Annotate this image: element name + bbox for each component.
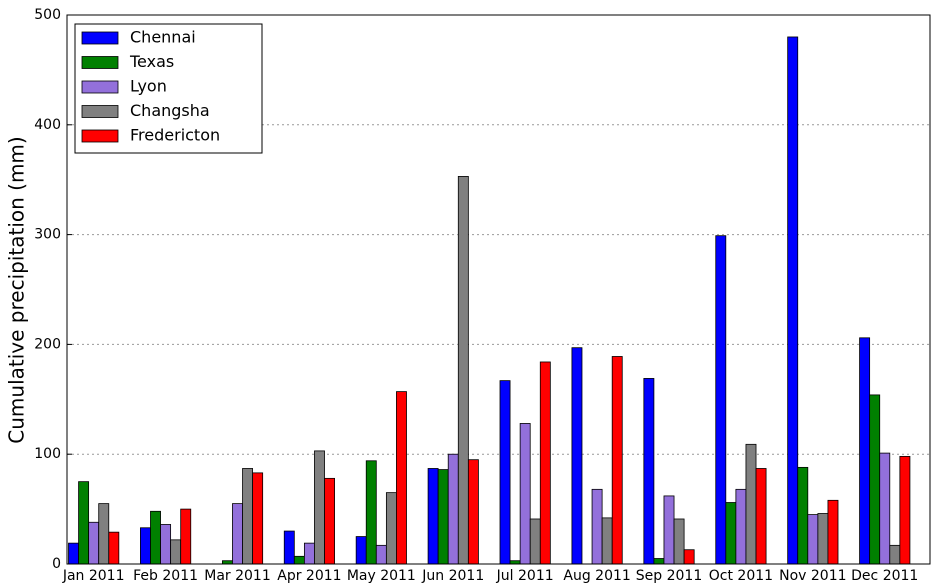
y-tick-label: 100 [34, 446, 61, 462]
bar [807, 514, 819, 564]
y-axis-label: Cumulative precipitation (mm) [5, 136, 29, 443]
bar [663, 495, 675, 564]
bar [283, 530, 295, 564]
legend-label: Fredericton [130, 126, 220, 145]
x-tick-label: Aug 2011 [563, 568, 630, 583]
bar [529, 518, 541, 564]
x-tick-label: Mar 2011 [204, 568, 271, 583]
bar [601, 517, 613, 564]
bar [108, 531, 120, 564]
x-tick-label: Dec 2011 [851, 568, 918, 583]
y-tick-label: 400 [34, 117, 61, 133]
y-tick-label: 0 [52, 556, 61, 572]
x-tick-label: Feb 2011 [133, 568, 198, 583]
bar [643, 378, 655, 564]
bar [869, 394, 881, 564]
plot-frame [66, 14, 931, 565]
bar [293, 555, 305, 564]
bar [160, 524, 172, 564]
bar [457, 176, 469, 564]
bar [170, 539, 182, 564]
x-tick-label: Nov 2011 [779, 568, 846, 583]
bar [817, 513, 829, 564]
bar [499, 380, 511, 564]
legend-label: Lyon [130, 77, 167, 96]
bar [98, 503, 110, 564]
bar [78, 481, 90, 564]
bar [437, 469, 449, 564]
legend-label: Texas [129, 52, 174, 71]
bar [715, 235, 727, 564]
bar [88, 521, 100, 564]
legend-swatch [81, 31, 119, 45]
bar [303, 542, 315, 564]
y-tick-label: 200 [34, 336, 61, 352]
bars [68, 36, 911, 564]
bar [447, 453, 459, 564]
bar [673, 518, 685, 564]
bar [324, 477, 335, 564]
bar [232, 503, 243, 564]
y-tick-label: 500 [34, 7, 61, 23]
bar [150, 510, 161, 564]
bar [385, 492, 397, 564]
bar [571, 347, 583, 564]
legend-swatch [81, 105, 119, 118]
bar [396, 391, 407, 564]
legend-swatch [81, 56, 119, 69]
bar [879, 452, 891, 564]
x-tick-label: Jun 2011 [421, 568, 484, 583]
bar [140, 527, 151, 564]
x-tick-label: May 2011 [347, 568, 416, 583]
bar [827, 499, 839, 564]
x-tick-label: Jan 2011 [62, 568, 125, 583]
bar [467, 459, 479, 564]
x-tick-label: Oct 2011 [709, 568, 773, 583]
bar [591, 488, 603, 564]
x-tick-label: Sep 2011 [636, 568, 702, 583]
bar [653, 558, 665, 564]
bar [252, 472, 264, 564]
x-tick-label: Jul 2011 [496, 568, 554, 583]
bar [725, 502, 737, 564]
bar [519, 423, 531, 564]
bar [355, 536, 367, 564]
legend-label: Chennai [130, 28, 196, 47]
bar [365, 460, 377, 564]
bar [755, 468, 767, 564]
bar [611, 356, 623, 564]
bar [797, 466, 809, 564]
bar [427, 468, 439, 564]
legend-swatch [81, 129, 119, 143]
bar [899, 455, 911, 564]
y-tick-label: 300 [34, 227, 61, 243]
bar [787, 36, 799, 564]
bar [68, 542, 79, 564]
bar [242, 468, 254, 564]
bar [314, 450, 325, 564]
bar [539, 361, 551, 564]
bar [745, 443, 757, 564]
x-tick-label: Apr 2011 [277, 568, 341, 583]
legend-label: Changsha [130, 101, 210, 120]
bar [889, 544, 901, 564]
legend-swatch [81, 80, 119, 94]
bar [375, 544, 387, 564]
bar [735, 488, 747, 564]
bar [180, 508, 192, 564]
bar [859, 337, 871, 564]
bar [683, 549, 695, 564]
